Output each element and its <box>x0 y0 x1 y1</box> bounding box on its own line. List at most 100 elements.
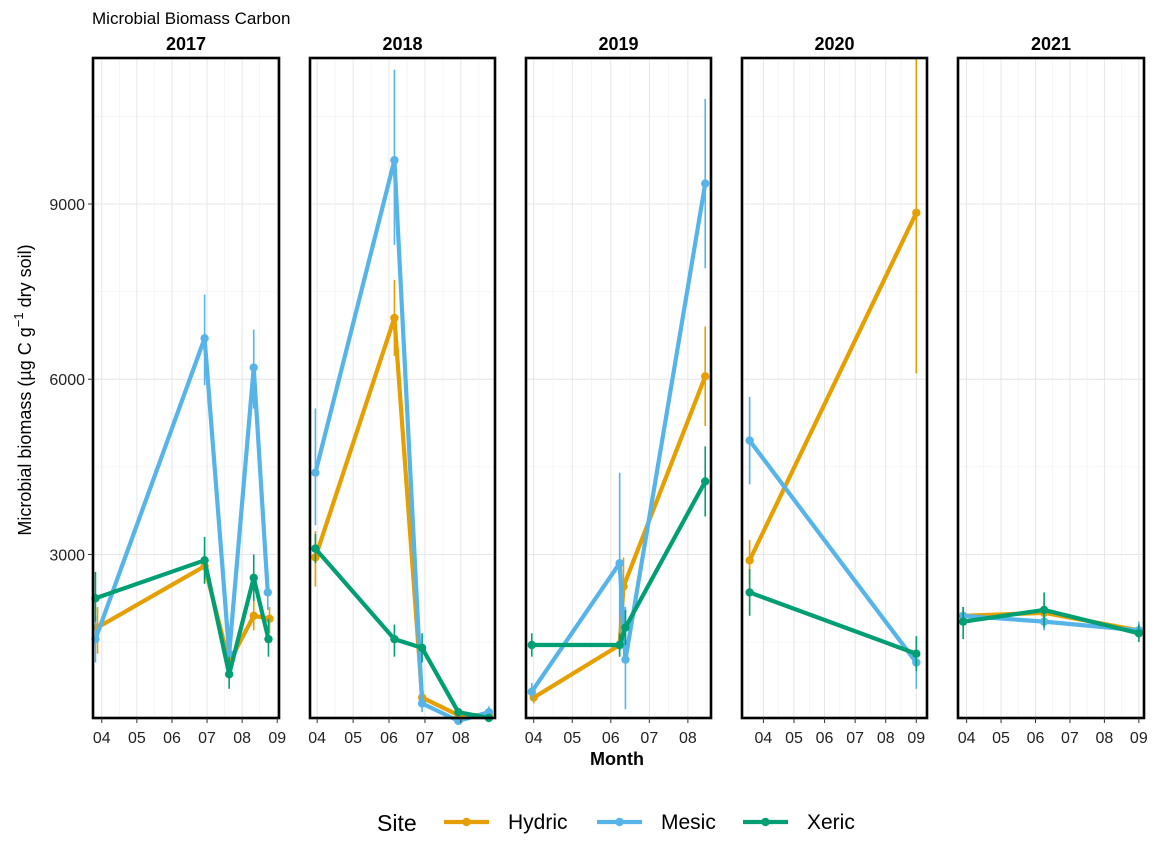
legend-item-xeric: Xeric <box>743 811 855 834</box>
series-xeric <box>311 534 494 723</box>
panel-2020: 2020 04 05 06 07 08 09 <box>740 34 929 747</box>
series-mesic <box>527 98 710 710</box>
data-point <box>745 556 754 565</box>
series-xeric <box>91 536 273 689</box>
data-point <box>701 372 710 381</box>
x-tick-label: 04 <box>755 730 773 747</box>
data-point <box>701 477 710 486</box>
legend-label: Hydric <box>508 811 568 834</box>
x-tick-label: 07 <box>640 730 658 747</box>
x-tick-label: 08 <box>1095 730 1113 747</box>
y-axis-ticks: 3000 6000 9000 <box>49 197 93 564</box>
panel-grid <box>958 58 1144 718</box>
legend-key-point <box>761 817 770 827</box>
data-point <box>621 655 630 664</box>
series-line-xeric <box>529 479 708 648</box>
y-axis-title: Microbial biomass (µg C g−1 dry soil) <box>11 244 35 535</box>
data-point <box>1134 629 1144 638</box>
series-line-xeric <box>747 590 919 656</box>
data-point <box>200 334 209 343</box>
data-point <box>264 634 273 644</box>
legend-item-mesic: Mesic <box>597 811 716 834</box>
series-xeric <box>745 569 921 672</box>
x-tick-label: 05 <box>344 730 362 747</box>
legend-item-hydric: Hydric <box>444 811 568 834</box>
x-tick-label: 07 <box>198 730 216 747</box>
x-tick-label: 04 <box>308 730 326 747</box>
x-tick-label: 09 <box>907 730 925 747</box>
x-tick-label: 06 <box>602 730 620 747</box>
x-tick-label: 08 <box>233 730 251 747</box>
data-point <box>912 208 921 217</box>
data-point <box>958 617 968 626</box>
data-point <box>390 313 399 323</box>
x-tick-label: 06 <box>163 730 181 747</box>
x-tick-label: 05 <box>785 730 803 747</box>
x-axis-ticks: 04 05 06 07 08 09 <box>93 718 286 747</box>
legend-key-point <box>462 817 471 827</box>
data-point <box>912 649 921 658</box>
data-point <box>745 588 754 597</box>
data-point <box>701 179 710 188</box>
panel-strip-label: 2018 <box>382 34 422 54</box>
panel-2017: 2017 04 05 06 07 08 09 3000 6000 9000 <box>49 34 286 747</box>
x-tick-label: 05 <box>992 730 1010 747</box>
x-tick-label: 07 <box>416 730 434 747</box>
x-tick-label: 04 <box>525 730 543 747</box>
x-tick-label: 05 <box>128 730 146 747</box>
data-point <box>224 669 234 679</box>
chart-title: Microbial Biomass Carbon <box>92 9 290 28</box>
x-tick-label: 08 <box>679 730 697 747</box>
series-line-mesic <box>529 181 708 694</box>
data-point <box>200 556 209 565</box>
panel-2019: 2019 04 05 06 07 08 <box>524 34 713 747</box>
series-line-hydric <box>747 210 919 563</box>
x-tick-label: 04 <box>93 730 111 747</box>
panel-strip-label: 2020 <box>814 34 854 54</box>
legend-label: Xeric <box>807 811 855 834</box>
x-tick-label: 08 <box>877 730 895 747</box>
x-tick-label: 06 <box>380 730 398 747</box>
series-xeric <box>958 592 1144 643</box>
y-tick-label: 6000 <box>49 372 85 389</box>
facet-panels: 2017 04 05 06 07 08 09 3000 6000 9000 2018 04 05 06 07… <box>49 34 1147 747</box>
data-point <box>615 559 624 568</box>
legend-key-point <box>615 817 624 827</box>
x-axis-ticks: 04 05 06 07 08 09 <box>958 718 1148 747</box>
panel-strip-label: 2021 <box>1031 34 1071 54</box>
panel-border <box>524 56 713 720</box>
data-point <box>621 623 630 632</box>
x-axis-ticks: 04 05 06 07 08 <box>525 718 697 747</box>
y-tick-label: 9000 <box>49 197 85 214</box>
series-hydric <box>745 58 921 584</box>
panel-strip-label: 2017 <box>166 34 206 54</box>
data-point <box>249 611 258 620</box>
data-point <box>1039 605 1049 615</box>
x-tick-label: 06 <box>816 730 834 747</box>
panel-strip-label: 2019 <box>598 34 638 54</box>
x-axis-title: Month <box>590 749 644 769</box>
x-tick-label: 04 <box>958 730 976 747</box>
panel-border <box>91 56 281 720</box>
x-tick-label: 05 <box>563 730 581 747</box>
data-point <box>417 643 427 653</box>
legend: Site Hydric Mesic Xeric <box>377 810 855 836</box>
legend-title: Site <box>377 810 417 836</box>
panel-2021: 2021 04 05 06 07 08 09 <box>956 34 1148 747</box>
panel-2018: 2018 04 05 06 07 08 <box>308 34 497 747</box>
series-line-mesic <box>747 438 919 665</box>
data-point <box>311 544 320 553</box>
data-point <box>311 468 320 477</box>
data-point <box>390 156 399 165</box>
data-point <box>263 588 272 597</box>
x-tick-label: 08 <box>452 730 470 747</box>
data-point <box>484 707 494 717</box>
panel-grid <box>526 58 711 718</box>
data-point <box>249 363 258 372</box>
x-tick-label: 07 <box>846 730 864 747</box>
data-point <box>615 640 624 650</box>
data-point <box>454 707 463 717</box>
data-point <box>745 436 754 445</box>
data-point <box>390 634 399 644</box>
